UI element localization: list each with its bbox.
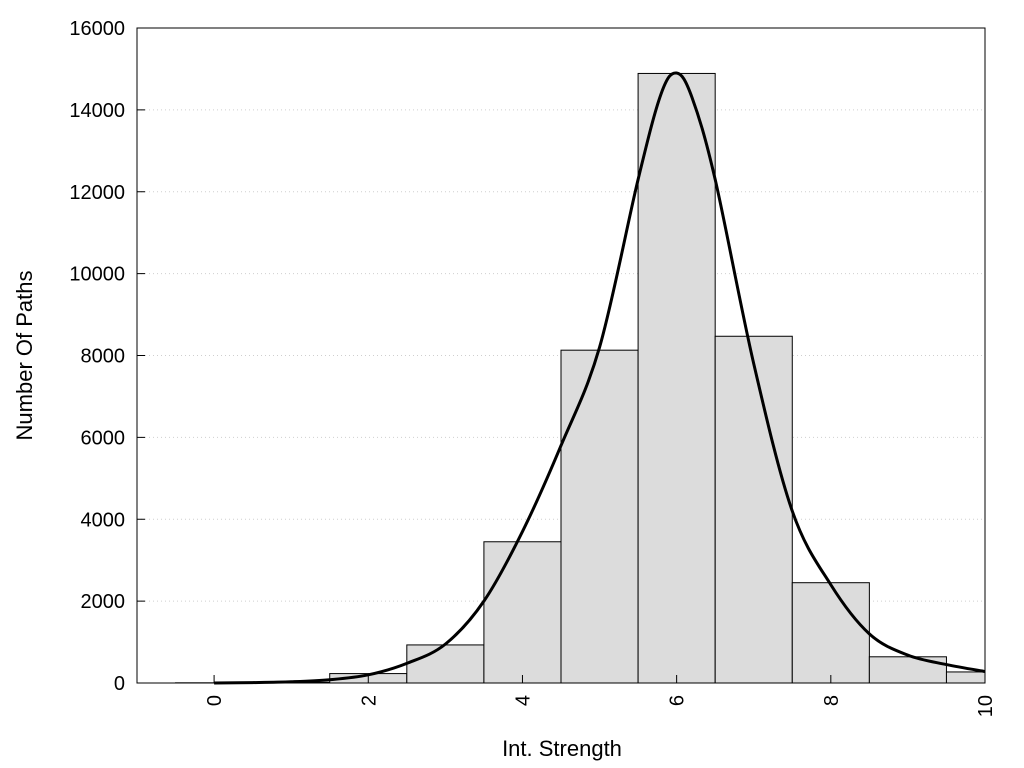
x-tick-label: 6 bbox=[667, 695, 689, 706]
x-tick-label: 8 bbox=[821, 695, 843, 706]
histogram-bar bbox=[714, 335, 793, 684]
x-tick-label: 4 bbox=[512, 695, 534, 706]
histogram-bar bbox=[406, 644, 485, 684]
y-tick-label: 14000 bbox=[69, 100, 125, 122]
histogram-bar bbox=[945, 671, 986, 684]
histogram-bars bbox=[175, 72, 986, 684]
histogram-bar bbox=[791, 582, 870, 684]
y-tick-label: 6000 bbox=[81, 427, 126, 449]
y-tick-label: 16000 bbox=[69, 18, 125, 40]
y-axis-label: Number Of Paths bbox=[12, 271, 37, 441]
y-tick-label: 8000 bbox=[81, 346, 126, 368]
histogram-bar bbox=[868, 656, 947, 684]
x-tick-label: 2 bbox=[358, 695, 380, 706]
x-axis-label: Int. Strength bbox=[502, 736, 622, 761]
y-tick-label: 10000 bbox=[69, 264, 125, 286]
density-curve bbox=[214, 71, 986, 685]
x-tick-label: 0 bbox=[204, 695, 226, 706]
histogram-bar bbox=[560, 349, 639, 684]
y-axis-ticks: 0 2000 4000 6000 8000 10000 12000 14000 16000 bbox=[69, 18, 145, 695]
histogram-bar bbox=[483, 541, 562, 684]
y-tick-label: 12000 bbox=[69, 182, 125, 204]
x-axis-ticks: 0 2 4 6 8 10 bbox=[204, 675, 997, 717]
x-tick-label: 10 bbox=[975, 695, 997, 717]
y-tick-label: 0 bbox=[114, 673, 125, 695]
y-tick-label: 2000 bbox=[81, 591, 126, 613]
histogram-bar bbox=[637, 72, 716, 684]
y-tick-label: 4000 bbox=[81, 509, 126, 531]
